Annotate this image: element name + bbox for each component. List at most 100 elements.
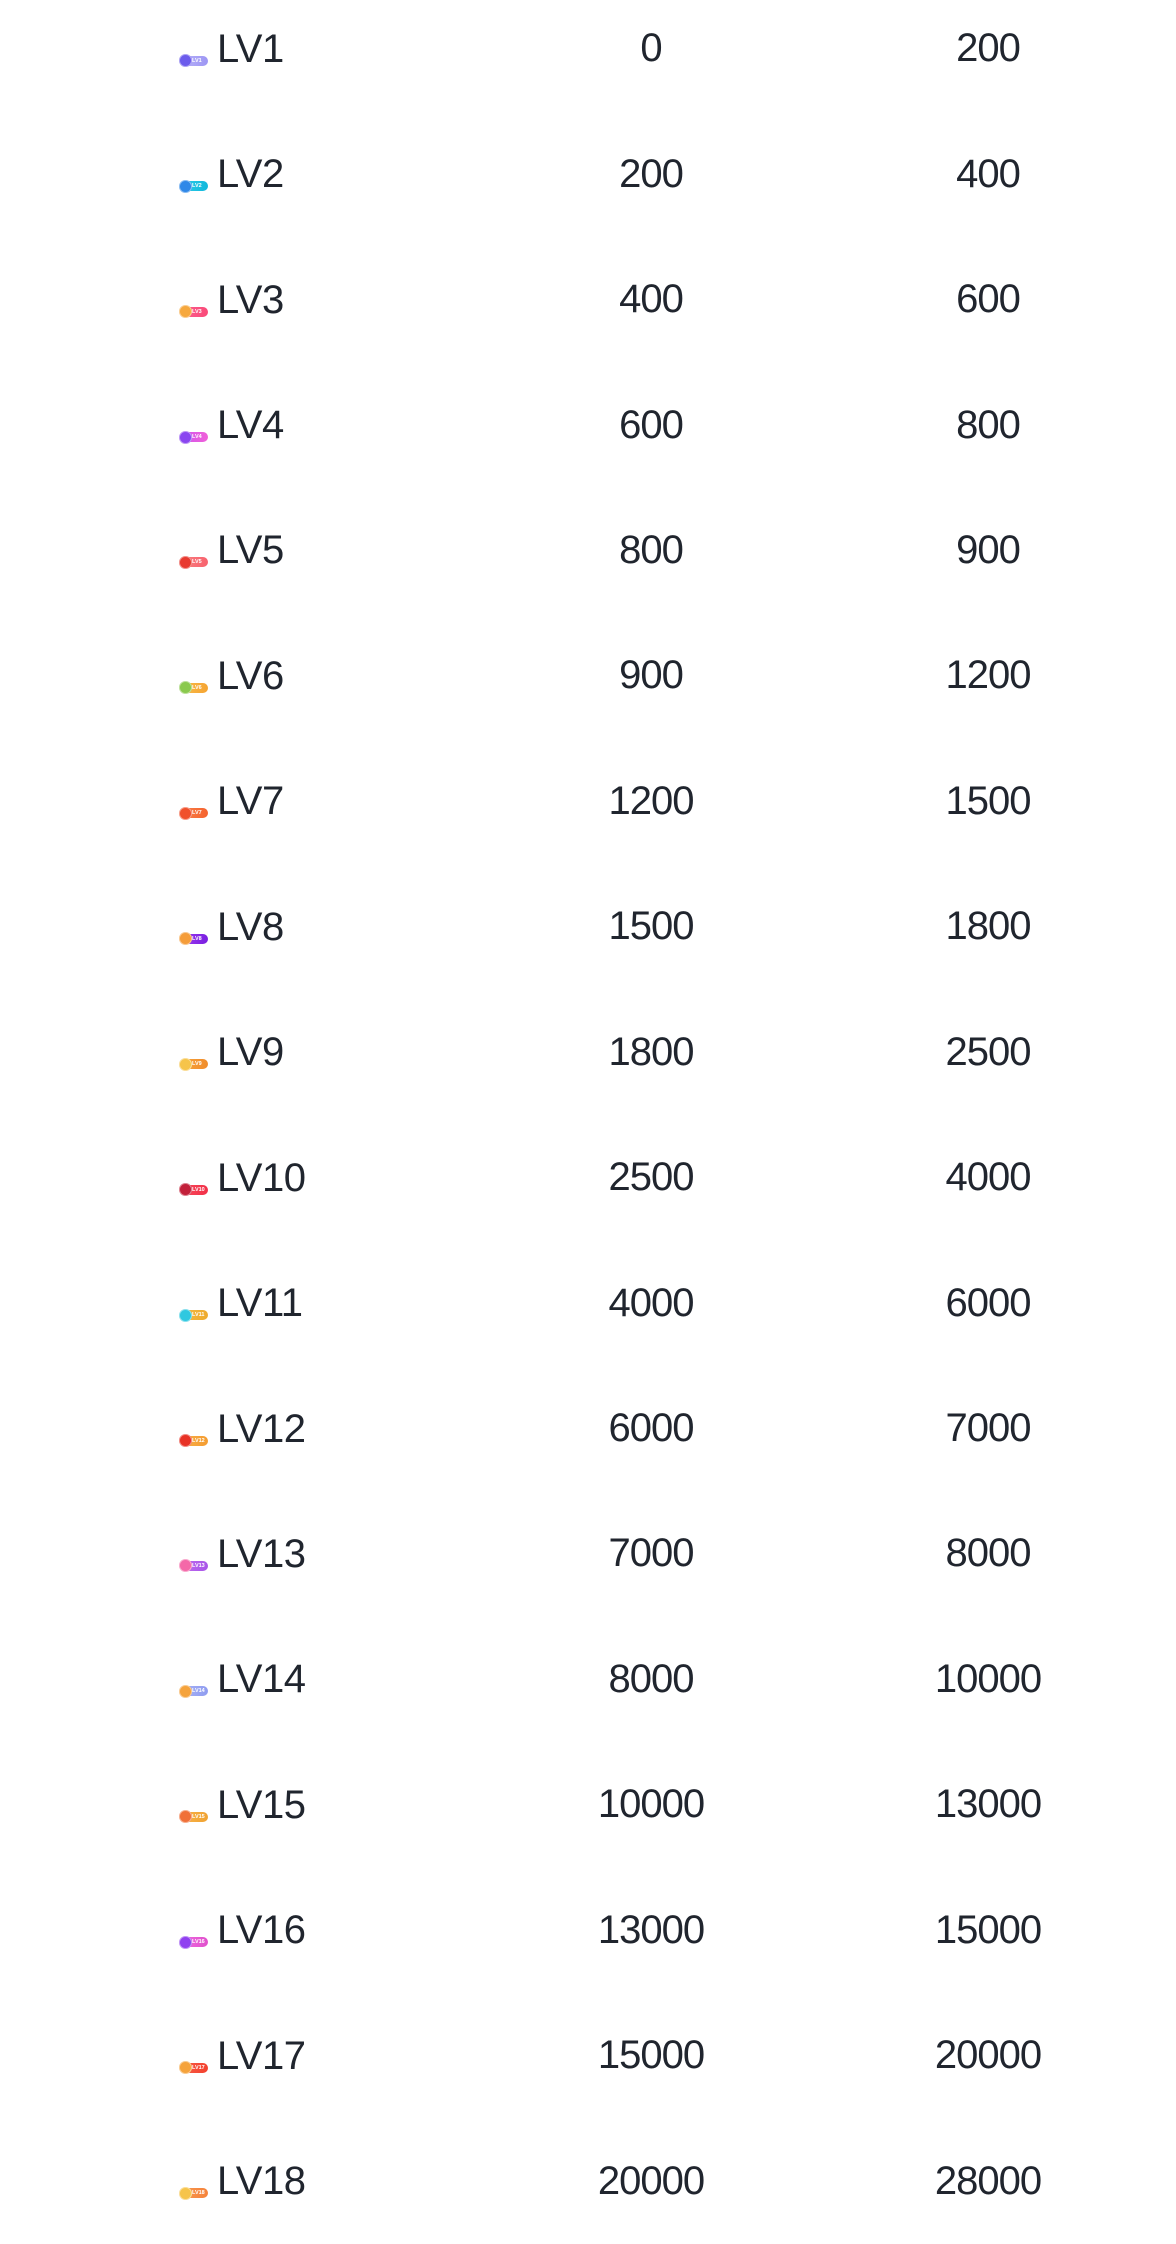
xp-max-value: 4000	[945, 1155, 1032, 1200]
xp-max-value: 7000	[945, 1406, 1032, 1451]
level-label: LV16	[217, 1908, 306, 1953]
xp-max-value: 1200	[945, 653, 1032, 698]
xp-max-value: 10000	[934, 1656, 1042, 1701]
level-label: LV8	[217, 904, 284, 949]
table-row: LV16 LV16 13000 15000	[0, 1868, 1176, 1993]
level-badge-icon: LV9	[179, 1057, 208, 1071]
xp-min-value: 13000	[597, 1907, 705, 1952]
level-badge-emblem-icon	[179, 1057, 192, 1071]
level-badge-emblem-icon	[179, 555, 192, 569]
table-row: LV1 LV1 0 200	[0, 0, 1176, 111]
xp-max-value: 800	[956, 402, 1021, 447]
level-badge-label: LV3	[192, 308, 202, 315]
xp-min-value: 600	[619, 402, 684, 447]
xp-min-value: 2500	[608, 1155, 695, 1200]
table-row: LV11 LV11 4000 6000	[0, 1240, 1176, 1365]
xp-min-value: 4000	[608, 1280, 695, 1325]
level-badge-icon: LV10	[179, 1183, 208, 1197]
level-label: LV15	[217, 1782, 306, 1827]
level-badge-emblem-icon	[179, 1810, 192, 1824]
xp-min-value: 800	[619, 527, 684, 572]
level-cell: LV3 LV3	[0, 277, 470, 323]
xp-min-value: 1500	[608, 904, 695, 949]
level-cell: LV13 LV13	[0, 1531, 470, 1577]
level-badge-emblem-icon	[179, 681, 192, 695]
level-cell: LV4 LV4	[0, 402, 470, 448]
xp-max-value: 20000	[934, 2033, 1042, 2078]
level-badge-icon: LV14	[179, 1684, 208, 1698]
level-label: LV10	[217, 1155, 306, 1200]
level-badge-label: LV1	[192, 57, 202, 64]
level-cell: LV10 LV10	[0, 1155, 470, 1201]
level-badge-icon: LV16	[179, 1935, 208, 1949]
level-badge-icon: LV3	[179, 305, 208, 319]
level-label: LV13	[217, 1531, 306, 1576]
level-cell: LV16 LV16	[0, 1907, 470, 1953]
level-label: LV3	[217, 277, 284, 322]
level-badge-emblem-icon	[179, 179, 192, 193]
table-row: LV18 LV18 20000 28000	[0, 2118, 1176, 2243]
level-badge-emblem-icon	[179, 1684, 192, 1698]
level-badge-emblem-icon	[179, 1935, 192, 1949]
level-label: LV1	[217, 26, 284, 71]
table-row: LV15 LV15 10000 13000	[0, 1742, 1176, 1867]
xp-min-value: 400	[619, 277, 684, 322]
level-badge-emblem-icon	[179, 1183, 192, 1197]
xp-min-value: 15000	[597, 2033, 705, 2078]
xp-max-value: 6000	[945, 1280, 1032, 1325]
table-row: LV9 LV9 1800 2500	[0, 990, 1176, 1115]
level-badge-icon: LV6	[179, 681, 208, 695]
level-badge-label: LV9	[192, 1060, 202, 1067]
level-badge-icon: LV12	[179, 1434, 208, 1448]
level-cell: LV5 LV5	[0, 527, 470, 573]
table-row: LV6 LV6 900 1200	[0, 613, 1176, 738]
level-badge-icon: LV13	[179, 1559, 208, 1573]
level-badge-emblem-icon	[179, 1434, 192, 1448]
level-badge-label: LV13	[192, 1562, 205, 1569]
level-badge-emblem-icon	[179, 305, 192, 319]
level-cell: LV9 LV9	[0, 1029, 470, 1075]
xp-min-value: 900	[619, 653, 684, 698]
xp-max-value: 2500	[945, 1029, 1032, 1074]
level-label: LV9	[217, 1030, 284, 1075]
level-cell: LV6 LV6	[0, 653, 470, 699]
level-badge-label: LV8	[192, 935, 202, 942]
level-badge-label: LV17	[192, 2064, 205, 2071]
level-badge-emblem-icon	[179, 1559, 192, 1573]
level-badge-icon: LV17	[179, 2061, 208, 2075]
level-badge-label: LV6	[192, 684, 202, 691]
level-badge-label: LV7	[192, 810, 202, 817]
level-badge-icon: LV5	[179, 555, 208, 569]
xp-max-value: 15000	[934, 1907, 1042, 1952]
level-badge-icon: LV4	[179, 430, 208, 444]
table-row: LV4 LV4 600 800	[0, 362, 1176, 487]
level-badge-icon: LV8	[179, 932, 208, 946]
level-label: LV18	[217, 2159, 306, 2204]
level-label: LV14	[217, 1657, 306, 1702]
xp-min-value: 8000	[608, 1656, 695, 1701]
level-label: LV4	[217, 403, 284, 448]
xp-min-value: 6000	[608, 1406, 695, 1451]
level-badge-label: LV16	[192, 1938, 205, 1946]
level-cell: LV15 LV15	[0, 1782, 470, 1828]
level-label: LV5	[217, 528, 284, 573]
level-label: LV6	[217, 653, 284, 698]
level-badge-emblem-icon	[179, 2061, 192, 2075]
table-row: LV12 LV12 6000 7000	[0, 1366, 1176, 1491]
level-badge-label: LV12	[192, 1437, 205, 1444]
level-badge-label: LV10	[192, 1186, 205, 1193]
level-cell: LV1 LV1	[0, 26, 470, 72]
level-cell: LV7 LV7	[0, 778, 470, 824]
level-label: LV7	[217, 779, 284, 824]
xp-max-value: 400	[956, 151, 1021, 196]
xp-max-value: 600	[956, 277, 1021, 322]
xp-max-value: 200	[956, 26, 1021, 71]
level-badge-icon: LV7	[179, 806, 208, 820]
table-row: LV2 LV2 200 400	[0, 111, 1176, 236]
table-row: LV14 LV14 8000 10000	[0, 1617, 1176, 1742]
level-cell: LV17 LV17	[0, 2033, 470, 2079]
level-cell: LV18 LV18	[0, 2158, 470, 2204]
xp-max-value: 8000	[945, 1531, 1032, 1576]
level-badge-emblem-icon	[179, 932, 192, 946]
